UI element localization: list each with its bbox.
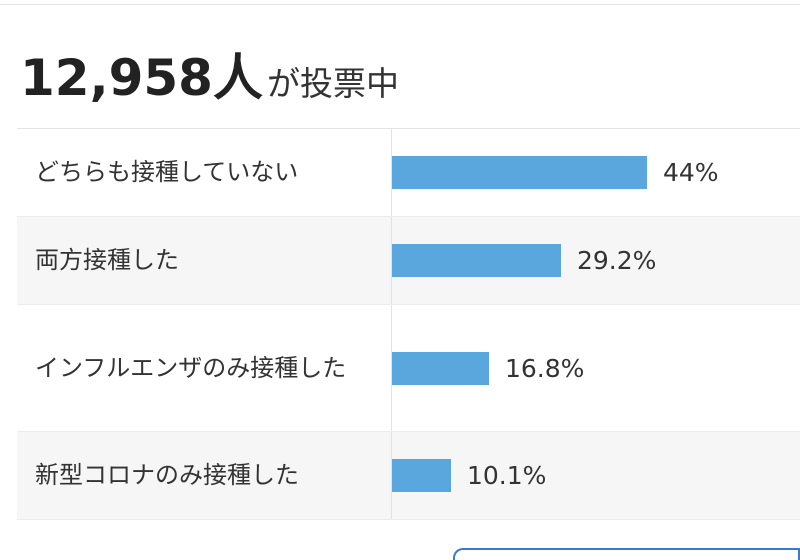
poll-percentage-label: 44%	[663, 158, 719, 187]
vote-button-partial[interactable]	[453, 548, 800, 560]
poll-option-label: インフルエンザのみ接種した	[17, 305, 392, 431]
poll-bar	[392, 244, 561, 277]
poll-percentage-label: 16.8%	[505, 353, 585, 383]
poll-option-label: 両方接種した	[17, 217, 392, 304]
bar-cell: 29.2%	[392, 244, 800, 277]
bar-cell: 44%	[392, 156, 800, 189]
vote-count-header: 12,958人 が投票中	[20, 38, 399, 108]
poll-results-chart: どちらも接種していない 44% 両方接種した 29.2% インフルエンザのみ接種した 16…	[17, 128, 800, 520]
poll-percentage-label: 29.2%	[577, 246, 657, 275]
poll-bar	[392, 351, 489, 385]
vote-count: 12,958人	[20, 49, 263, 107]
poll-option-row: インフルエンザのみ接種した 16.8%	[17, 305, 800, 432]
poll-bar	[392, 459, 451, 492]
bar-cell: 10.1%	[392, 459, 800, 492]
poll-option-row: 新型コロナのみ接種した 10.1%	[17, 432, 800, 520]
poll-option-row: どちらも接種していない 44%	[17, 129, 800, 217]
poll-option-label: どちらも接種していない	[17, 129, 392, 216]
poll-bar	[392, 156, 647, 189]
bar-cell: 16.8%	[392, 351, 800, 385]
top-divider	[0, 4, 800, 5]
poll-option-row: 両方接種した 29.2%	[17, 217, 800, 305]
poll-percentage-label: 10.1%	[467, 461, 547, 490]
vote-count-suffix: が投票中	[266, 64, 399, 103]
poll-option-label: 新型コロナのみ接種した	[17, 432, 392, 519]
